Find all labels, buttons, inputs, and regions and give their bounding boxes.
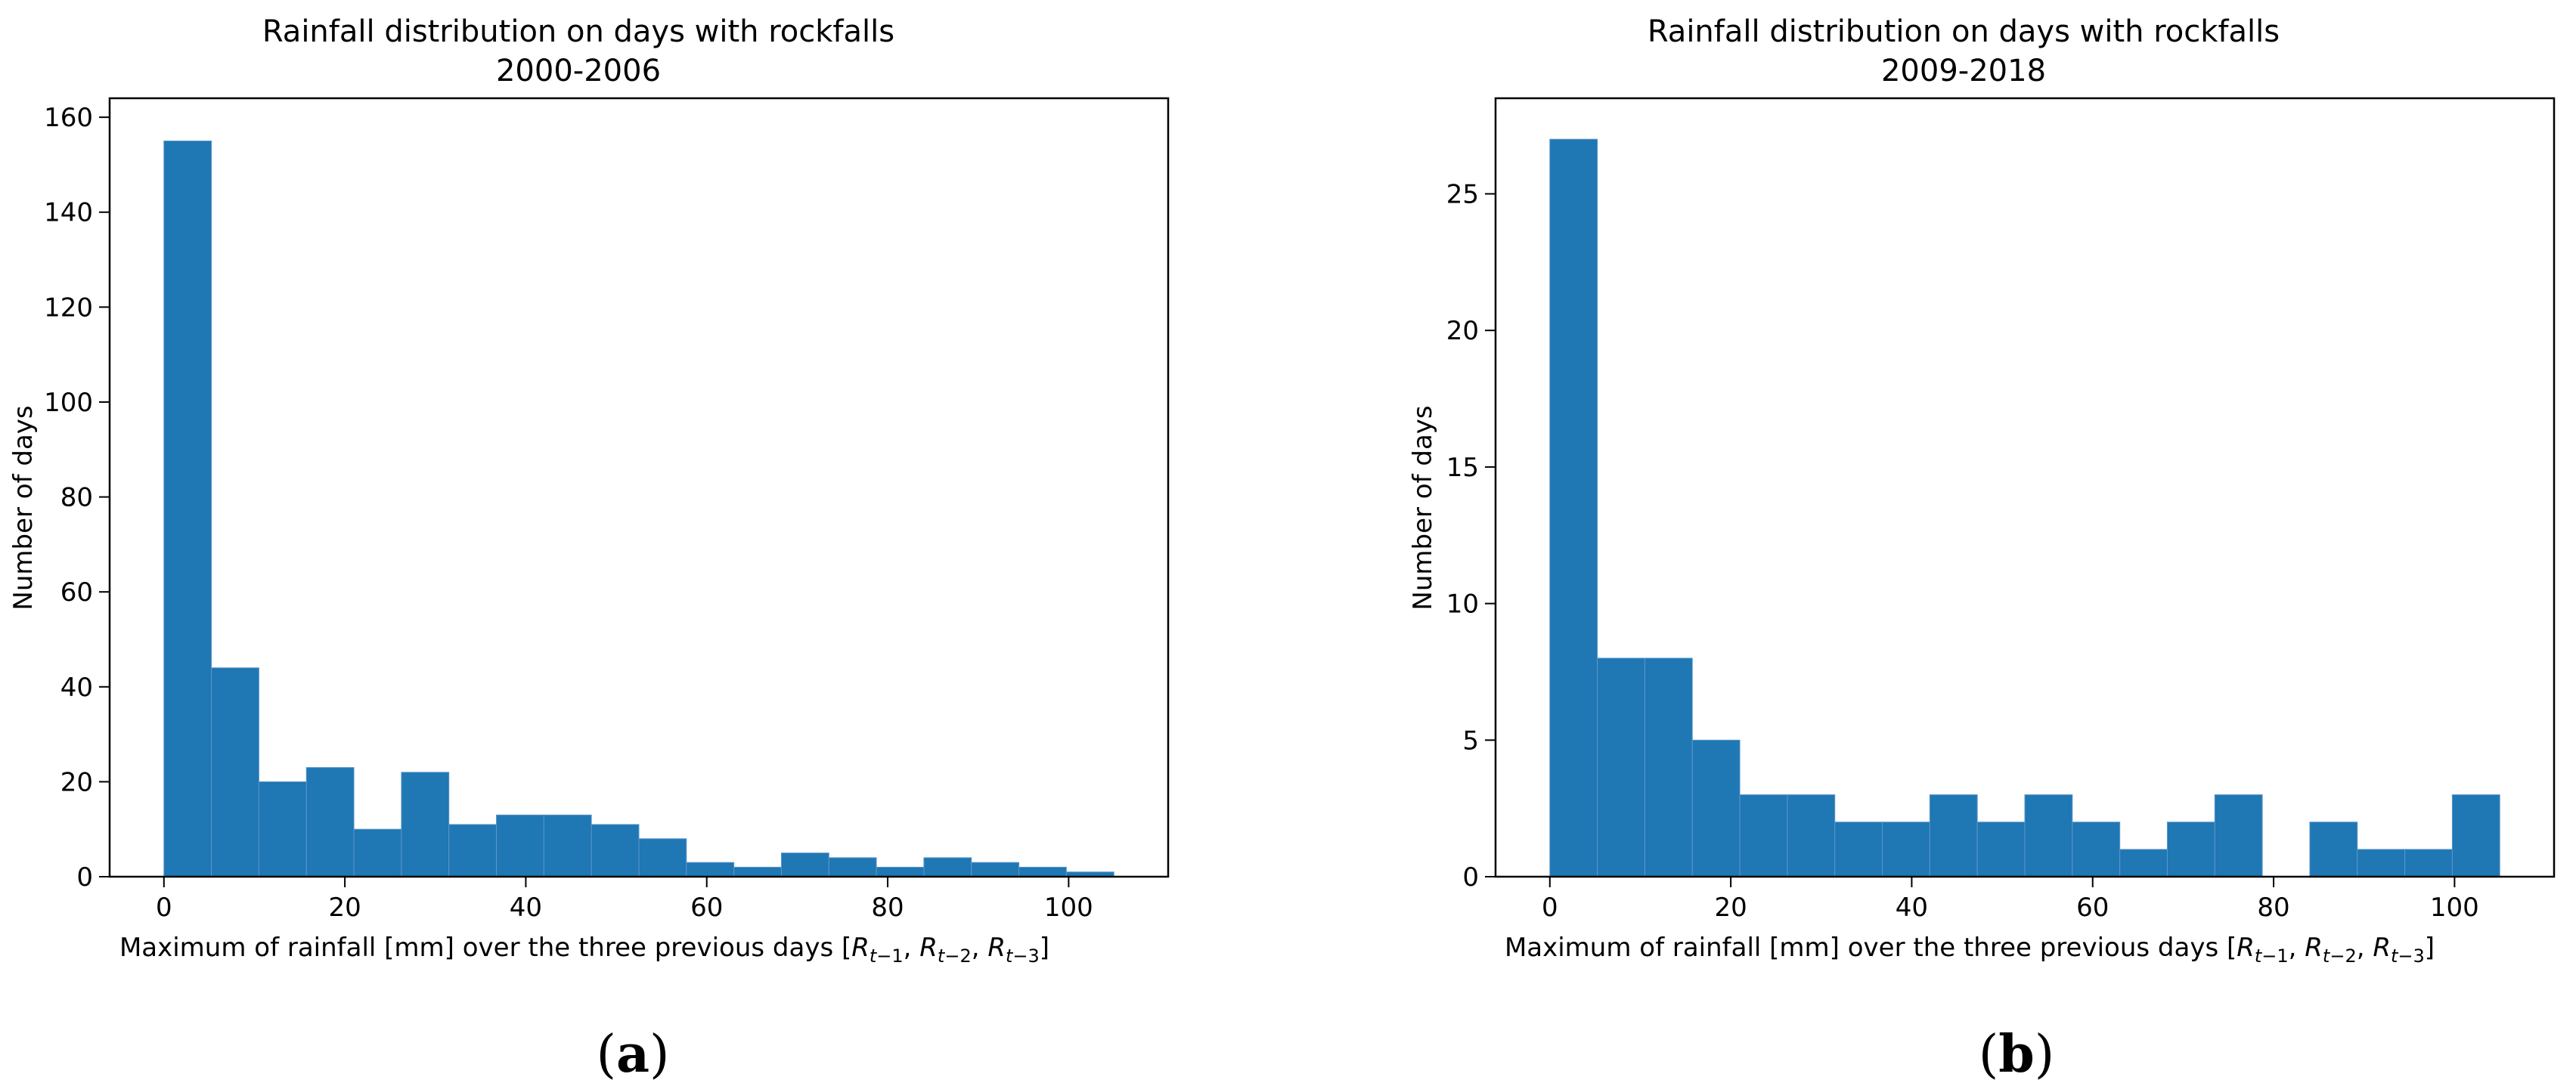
histogram-bar xyxy=(2166,822,2215,877)
y-tick-label: 10 xyxy=(1446,590,1479,620)
y-axis-label: Number of days xyxy=(1408,405,1438,610)
chart-subtitle: 2009-2018 xyxy=(1881,54,2046,88)
histogram-bar xyxy=(1929,794,1978,877)
histogram-bar xyxy=(258,781,307,877)
y-axis-ticks: 0 5 10 15 20 25 xyxy=(1446,179,1496,893)
x-axis-label-text: Maximum of rainfall [mm] over the three … xyxy=(119,933,851,963)
x-tick-label: 80 xyxy=(871,893,904,923)
plot-frame xyxy=(1494,97,2556,878)
x-tick-label: 20 xyxy=(1714,893,1747,923)
x-tick-label: 60 xyxy=(690,893,723,923)
histogram-bar xyxy=(2309,822,2358,877)
histogram-bar xyxy=(543,814,592,877)
x-axis-label-math: R xyxy=(851,933,870,963)
histogram-bar xyxy=(733,866,782,877)
panel-label-b: (b) xyxy=(1979,1024,2055,1080)
y-axis-ticks: 0 20 40 60 80 100 120 140 160 xyxy=(44,103,110,893)
x-axis-label-text: Maximum of rainfall [mm] over the three … xyxy=(1505,933,2237,963)
histogram-bar xyxy=(1976,822,2026,877)
histogram-bar xyxy=(1739,794,1788,877)
y-tick-label: 160 xyxy=(44,103,93,133)
y-tick-label: 100 xyxy=(44,388,93,418)
y-tick-label: 0 xyxy=(1462,862,1479,893)
histogram-bar xyxy=(1834,822,1883,877)
histogram-bar xyxy=(353,828,402,877)
y-tick-label: 0 xyxy=(76,862,93,893)
y-tick-label: 140 xyxy=(44,198,93,228)
histogram-bar xyxy=(496,814,544,877)
histogram-bar xyxy=(2214,794,2263,877)
bar-series xyxy=(1549,138,2500,877)
y-tick-label: 5 xyxy=(1462,726,1479,756)
x-tick-label: 0 xyxy=(156,893,172,923)
histogram-bar xyxy=(448,824,498,877)
y-tick-label: 80 xyxy=(60,483,93,513)
panel-label-a: (a) xyxy=(596,1024,669,1080)
histogram-bar xyxy=(1882,822,1930,877)
chart-subtitle: 2000-2006 xyxy=(496,54,661,88)
histogram-bar xyxy=(2451,794,2500,877)
histogram-bar xyxy=(780,853,829,877)
histogram-bar xyxy=(828,857,877,877)
y-tick-label: 15 xyxy=(1446,453,1479,483)
y-tick-label: 20 xyxy=(60,767,93,797)
histogram-bar xyxy=(2024,794,2073,877)
histogram-bar xyxy=(163,141,212,877)
histogram-bar xyxy=(1691,739,1741,877)
x-axis-label: Maximum of rainfall [mm] over the three … xyxy=(1505,933,2435,967)
chart-panel-b: Rainfall distribution on days with rockf… xyxy=(1408,14,2556,1080)
histogram-bar xyxy=(2072,822,2121,877)
x-axis-label: Maximum of rainfall [mm] over the three … xyxy=(119,933,1049,967)
histogram-bar xyxy=(638,838,687,877)
histogram-bar xyxy=(1597,658,1645,877)
histogram-bar xyxy=(2119,849,2168,877)
bar-series xyxy=(163,141,1114,877)
x-tick-label: 40 xyxy=(1896,893,1928,923)
chart-panel-a: Rainfall distribution on days with rockf… xyxy=(8,14,1170,1080)
x-axis-ticks: 0 20 40 60 80 100 xyxy=(156,877,1093,923)
y-tick-label: 40 xyxy=(60,673,93,703)
x-tick-label: 60 xyxy=(2076,893,2109,923)
x-tick-label: 20 xyxy=(328,893,361,923)
y-tick-label: 20 xyxy=(1446,316,1479,346)
histogram-bar xyxy=(1018,866,1067,877)
x-tick-label: 0 xyxy=(1542,893,1558,923)
histogram-bar xyxy=(1787,794,1836,877)
histogram-bar xyxy=(591,824,640,877)
x-tick-label: 100 xyxy=(2430,893,2479,923)
y-tick-label: 60 xyxy=(60,577,93,608)
histogram-bar xyxy=(401,772,450,877)
x-axis-label-math: R xyxy=(2237,933,2255,963)
histogram-bar xyxy=(876,866,925,877)
y-tick-label: 120 xyxy=(44,292,93,323)
x-tick-label: 80 xyxy=(2257,893,2289,923)
histogram-bar xyxy=(971,862,1020,877)
x-tick-label: 100 xyxy=(1044,893,1093,923)
histogram-bar xyxy=(1644,658,1693,877)
histogram-bar xyxy=(211,667,259,877)
y-axis-label: Number of days xyxy=(8,405,39,610)
histogram-bar xyxy=(305,767,355,877)
histogram-bar xyxy=(2404,849,2453,877)
histogram-bar xyxy=(923,857,972,877)
chart-title: Rainfall distribution on days with rockf… xyxy=(1648,14,2280,49)
x-axis-ticks: 0 20 40 60 80 100 xyxy=(1542,877,2479,923)
chart-title: Rainfall distribution on days with rockf… xyxy=(262,14,894,49)
histogram-bar xyxy=(2357,849,2406,877)
plot-frame xyxy=(108,97,1170,878)
histogram-bar xyxy=(686,862,735,877)
histogram-bar xyxy=(1549,138,1598,877)
x-tick-label: 40 xyxy=(510,893,542,923)
y-tick-label: 25 xyxy=(1446,179,1479,209)
